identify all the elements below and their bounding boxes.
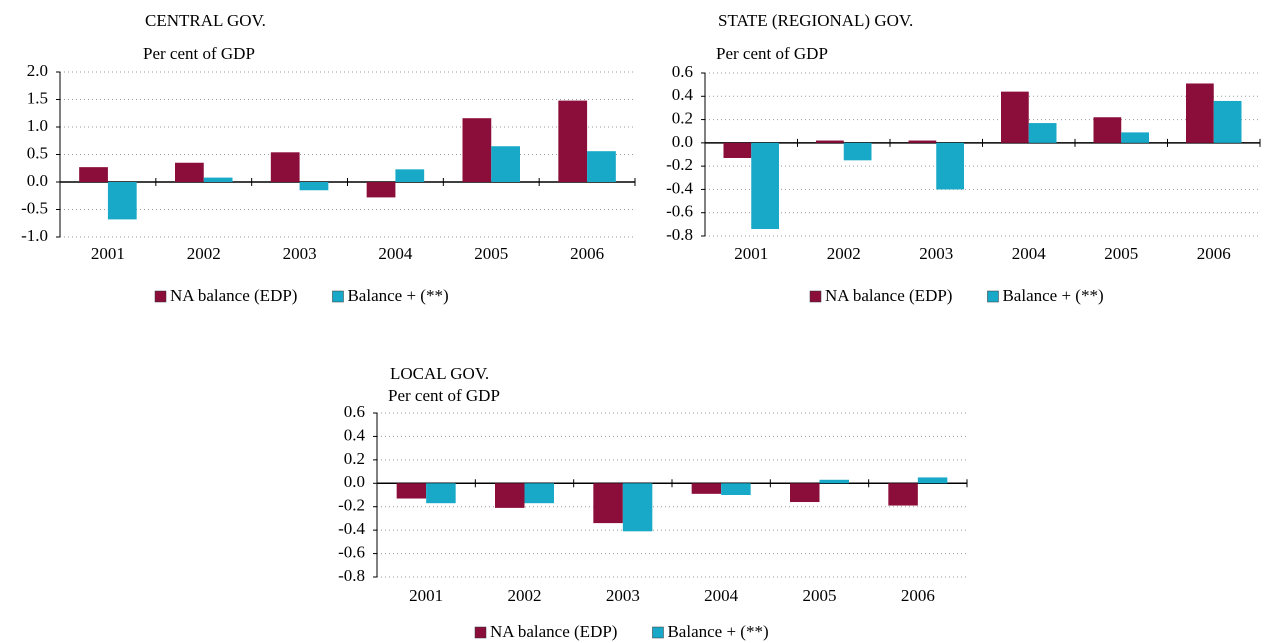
y-tick-label: 1.5 (27, 88, 48, 107)
x-tick-label: 2005 (803, 586, 837, 605)
chart-title: STATE (REGIONAL) GOV. (718, 11, 913, 30)
y-tick-label: 0.6 (672, 62, 693, 81)
legend-swatch (332, 290, 344, 303)
y-tick-label: -0.2 (666, 155, 693, 174)
bar (495, 483, 525, 508)
y-tick-label: -0.6 (666, 202, 693, 221)
chart-subtitle: Per cent of GDP (388, 386, 500, 405)
legend-label: NA balance (EDP) (490, 622, 617, 641)
bar (819, 479, 849, 484)
bar (396, 483, 427, 499)
y-tick-label: 0.4 (672, 85, 694, 104)
chart-subtitle: Per cent of GDP (143, 44, 255, 63)
y-tick-label: 1.0 (27, 116, 48, 135)
x-tick-label: 2004 (378, 244, 413, 263)
x-tick-label: 2003 (283, 244, 317, 263)
bar (299, 182, 329, 191)
bar (1028, 123, 1057, 143)
x-tick-label: 2005 (1104, 244, 1138, 263)
chart-title: CENTRAL GOV. (145, 11, 266, 30)
bar (593, 483, 623, 524)
legend-label: NA balance (EDP) (170, 286, 297, 305)
bar (908, 140, 937, 143)
y-tick-label: -0.4 (338, 519, 365, 538)
bar (1001, 91, 1029, 143)
bar (270, 152, 300, 182)
bar (1093, 117, 1122, 143)
bar (175, 162, 204, 182)
y-tick-label: 0.2 (672, 108, 693, 127)
x-tick-label: 2001 (734, 244, 768, 263)
legend-label: Balance + (**) (667, 622, 768, 641)
bar (558, 100, 588, 182)
bar (462, 118, 492, 182)
bar (1186, 83, 1214, 143)
x-tick-label: 2004 (1012, 244, 1047, 263)
bar (790, 483, 820, 503)
y-tick-label: -0.8 (666, 225, 693, 244)
bar (888, 483, 918, 506)
legend-swatch (809, 290, 822, 303)
legend-label: Balance + (**) (1002, 286, 1103, 305)
bar (79, 167, 108, 182)
y-tick-label: 0.4 (344, 425, 366, 444)
chart-subtitle: Per cent of GDP (716, 44, 828, 63)
x-tick-label: 2006 (1197, 244, 1231, 263)
bar (395, 169, 425, 182)
legend-swatch (987, 290, 999, 303)
x-tick-label: 2002 (827, 244, 861, 263)
y-tick-label: 2.0 (27, 61, 48, 80)
x-tick-label: 2005 (474, 244, 508, 263)
bar (816, 140, 844, 143)
bar (1121, 132, 1149, 143)
x-tick-label: 2002 (508, 586, 542, 605)
y-tick-label: 0.2 (344, 449, 365, 468)
legend-swatch (652, 626, 664, 639)
x-tick-label: 2001 (409, 586, 443, 605)
chart-title: LOCAL GOV. (390, 364, 489, 383)
x-tick-label: 2002 (187, 244, 221, 263)
bar (491, 146, 520, 182)
y-tick-label: -0.4 (666, 178, 693, 197)
bar (107, 182, 137, 220)
bar (917, 477, 948, 484)
x-tick-label: 2003 (919, 244, 953, 263)
bar (622, 483, 653, 532)
x-tick-label: 2003 (606, 586, 640, 605)
legend-swatch (474, 626, 487, 639)
bar (721, 483, 751, 495)
x-tick-label: 2006 (570, 244, 604, 263)
bar (366, 182, 396, 198)
bar (843, 142, 872, 161)
y-tick-label: -0.6 (338, 542, 365, 561)
x-tick-label: 2004 (704, 586, 739, 605)
legend-swatch (154, 290, 167, 303)
y-tick-label: -0.8 (338, 566, 365, 585)
y-tick-label: -1.0 (21, 226, 48, 245)
y-tick-label: 0.0 (344, 472, 365, 491)
y-tick-label: 0.0 (27, 171, 48, 190)
bar (723, 142, 752, 158)
legend-label: Balance + (**) (347, 286, 448, 305)
x-tick-label: 2001 (91, 244, 125, 263)
y-tick-label: 0.6 (344, 402, 365, 421)
bar (587, 151, 616, 182)
bar (426, 483, 456, 504)
legend-label: NA balance (EDP) (825, 286, 952, 305)
bar (936, 142, 964, 190)
y-tick-label: -0.2 (338, 496, 365, 515)
y-tick-label: -0.5 (21, 198, 48, 217)
y-tick-label: 0.5 (27, 143, 48, 162)
bar (691, 483, 722, 494)
bar (524, 483, 554, 504)
bar (751, 142, 779, 230)
x-tick-label: 2006 (901, 586, 935, 605)
y-tick-label: 0.0 (672, 132, 693, 151)
bar (1213, 100, 1242, 143)
bar (203, 177, 233, 182)
